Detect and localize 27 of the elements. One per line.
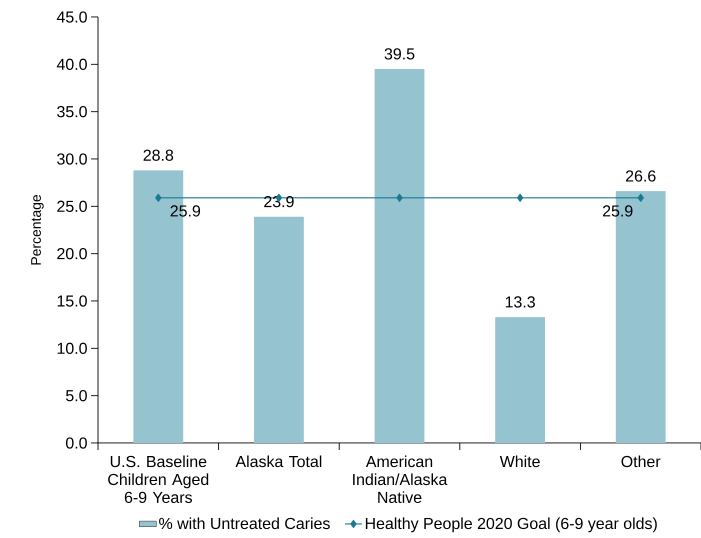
data-label: 13.3 <box>506 296 535 308</box>
bar <box>374 69 424 443</box>
y-tick-label: 40.0 <box>56 58 87 70</box>
y-tick-label: 5.0 <box>66 390 87 402</box>
legend-label: Healthy People 2020 Goal (6-9 year olds) <box>366 517 657 532</box>
y-tick-label: 20.0 <box>57 248 87 260</box>
bar <box>495 317 546 443</box>
y-tick-label: 15.0 <box>58 295 87 307</box>
y-tick-label: 0.0 <box>66 437 87 449</box>
data-label: 25.9 <box>602 205 632 217</box>
data-label: 26.6 <box>626 170 656 182</box>
x-tick-label: American Indian/Alaska Native <box>353 455 448 504</box>
y-tick-label: 30.0 <box>57 153 87 165</box>
x-tick-label: U.S. Baseline Children Aged 6-9 Years <box>108 455 208 504</box>
data-label: 39.5 <box>384 48 414 60</box>
data-label: 25.9 <box>170 205 200 217</box>
x-tick-label: White <box>500 455 540 468</box>
legend-label: % with Untreated Caries <box>159 517 330 530</box>
y-tick-label: 25.0 <box>57 200 87 212</box>
data-label: 28.8 <box>144 150 174 161</box>
x-tick-label: Alaska Total <box>236 455 322 468</box>
bar <box>254 216 304 443</box>
x-tick-label: Other <box>622 455 660 468</box>
y-tick-label: 10.0 <box>58 342 87 354</box>
y-axis-title: Percentage <box>31 194 44 265</box>
y-tick-label: 35.0 <box>57 106 87 118</box>
y-tick-label: 45.0 <box>56 11 87 23</box>
